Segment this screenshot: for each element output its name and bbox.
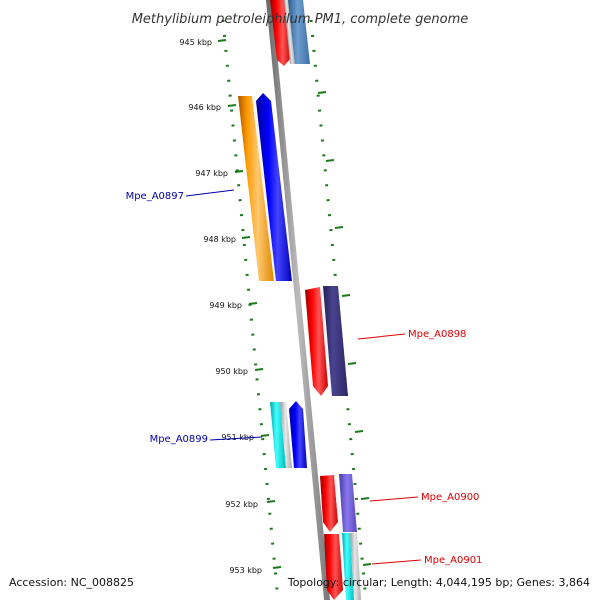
- tick-mark: [248, 302, 258, 305]
- tick-mark: [217, 39, 227, 42]
- gene-bar-gray-bottom: [350, 533, 361, 600]
- gene-bar-gray-mid: [280, 402, 292, 468]
- gene-label-mpe-a0898[interactable]: Mpe_A0898: [357, 329, 466, 340]
- leader-line: [371, 559, 422, 565]
- gene-arrow-blue: [256, 93, 292, 281]
- tick-mark: [362, 563, 372, 566]
- tick-labels: 945 kbp 946 kbp 947 kbp 948 kbp 949 kbp …: [179, 38, 262, 575]
- gene-arrow-red-bottom: [324, 534, 343, 600]
- tick-label-951: 951 kbp: [221, 433, 254, 442]
- gene-arrow-red-mid: [305, 287, 328, 396]
- tick-mark: [234, 170, 244, 173]
- tick-mark: [354, 430, 364, 433]
- gene-bar-white-strip: [252, 96, 278, 281]
- gene-label-mpe-a0900[interactable]: Mpe_A0900: [369, 492, 479, 503]
- major-tick-marks: [217, 39, 372, 569]
- tick-label-946: 946 kbp: [188, 103, 221, 112]
- gene-bar-slate: [339, 474, 357, 532]
- gene-label-text[interactable]: Mpe_A0897: [126, 191, 184, 202]
- tick-label-945: 945 kbp: [179, 38, 212, 47]
- tick-mark: [317, 91, 327, 94]
- gene-label-mpe-a0901[interactable]: Mpe_A0901: [371, 555, 482, 566]
- tick-mark: [241, 236, 251, 239]
- gene-label-text[interactable]: Mpe_A0900: [421, 492, 479, 503]
- tick-mark: [272, 566, 282, 569]
- gene-bar-navy: [323, 286, 348, 396]
- gene-label-text[interactable]: Mpe_A0901: [424, 555, 482, 566]
- diagram-title: Methylibium petroleiphilum PM1, complete…: [132, 12, 469, 27]
- leader-line: [369, 496, 419, 502]
- tick-label-948: 948 kbp: [203, 235, 236, 244]
- tick-mark: [334, 226, 344, 229]
- tick-mark: [227, 104, 237, 107]
- leader-line: [357, 333, 406, 340]
- tick-mark: [266, 500, 276, 503]
- gene-bar-white-strip: [334, 475, 342, 531]
- tick-label-953: 953 kbp: [229, 566, 262, 575]
- tick-mark: [347, 362, 357, 365]
- gene-label-text[interactable]: Mpe_A0899: [150, 434, 208, 445]
- gene-label-mpe-a0899[interactable]: Mpe_A0899: [150, 434, 263, 445]
- tick-mark: [325, 159, 335, 162]
- gene-bar-gray-top: [284, 0, 296, 64]
- tick-label-949: 949 kbp: [209, 301, 242, 310]
- gene-bar-orange: [238, 96, 274, 281]
- accession-label: Accession: NC_008825: [9, 576, 134, 589]
- tick-mark: [341, 294, 351, 297]
- tick-mark: [260, 434, 270, 437]
- gene-label-text[interactable]: Mpe_A0898: [408, 329, 466, 340]
- tick-label-947: 947 kbp: [195, 169, 228, 178]
- gene-label-mpe-a0897[interactable]: Mpe_A0897: [126, 189, 235, 202]
- gene-bar-steel-top: [288, 0, 310, 64]
- tick-label-952: 952 kbp: [225, 500, 258, 509]
- gene-arrow-blue-small: [289, 401, 307, 468]
- genome-backbone: [266, 0, 330, 600]
- tick-mark: [254, 368, 264, 371]
- tick-label-950: 950 kbp: [215, 367, 248, 376]
- gene-arrow-red-lower: [320, 475, 338, 532]
- leader-line: [209, 436, 263, 441]
- leader-line: [185, 189, 235, 197]
- tick-mark: [360, 497, 370, 500]
- gene-bar-cyan: [270, 402, 286, 468]
- genome-summary: Topology: circular; Length: 4,044,195 bp…: [287, 576, 590, 589]
